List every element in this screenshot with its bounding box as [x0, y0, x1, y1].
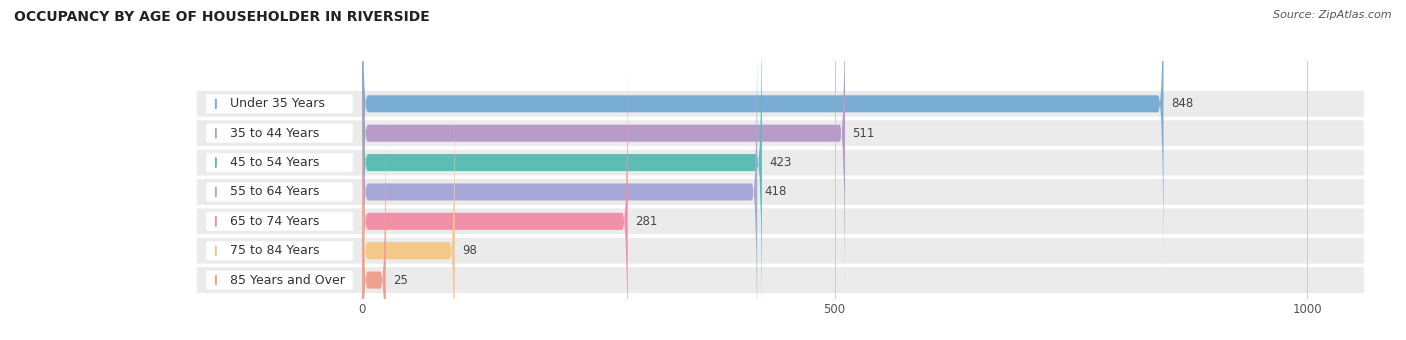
- FancyBboxPatch shape: [363, 24, 758, 340]
- FancyBboxPatch shape: [197, 120, 1364, 146]
- Text: 848: 848: [1171, 97, 1194, 110]
- FancyBboxPatch shape: [363, 112, 385, 340]
- FancyBboxPatch shape: [207, 183, 353, 201]
- Text: 423: 423: [769, 156, 792, 169]
- FancyBboxPatch shape: [207, 95, 353, 113]
- Text: 75 to 84 Years: 75 to 84 Years: [231, 244, 319, 257]
- FancyBboxPatch shape: [197, 179, 1364, 205]
- Text: Source: ZipAtlas.com: Source: ZipAtlas.com: [1274, 10, 1392, 20]
- FancyBboxPatch shape: [197, 91, 1364, 117]
- Text: 281: 281: [636, 215, 658, 228]
- Text: 35 to 44 Years: 35 to 44 Years: [231, 127, 319, 140]
- FancyBboxPatch shape: [207, 271, 353, 289]
- Text: Under 35 Years: Under 35 Years: [231, 97, 325, 110]
- FancyBboxPatch shape: [363, 0, 1164, 272]
- FancyBboxPatch shape: [197, 208, 1364, 234]
- Text: 45 to 54 Years: 45 to 54 Years: [231, 156, 319, 169]
- FancyBboxPatch shape: [197, 238, 1364, 264]
- Text: 85 Years and Over: 85 Years and Over: [231, 274, 344, 287]
- Text: 98: 98: [463, 244, 477, 257]
- FancyBboxPatch shape: [363, 0, 762, 330]
- FancyBboxPatch shape: [207, 124, 353, 142]
- FancyBboxPatch shape: [207, 153, 353, 172]
- FancyBboxPatch shape: [197, 267, 1364, 293]
- FancyBboxPatch shape: [363, 0, 845, 301]
- FancyBboxPatch shape: [363, 83, 454, 340]
- Text: OCCUPANCY BY AGE OF HOUSEHOLDER IN RIVERSIDE: OCCUPANCY BY AGE OF HOUSEHOLDER IN RIVER…: [14, 10, 430, 24]
- Text: 65 to 74 Years: 65 to 74 Years: [231, 215, 319, 228]
- Text: 511: 511: [852, 127, 875, 140]
- FancyBboxPatch shape: [363, 54, 627, 340]
- Text: 25: 25: [394, 274, 408, 287]
- FancyBboxPatch shape: [207, 241, 353, 260]
- FancyBboxPatch shape: [197, 150, 1364, 175]
- Text: 55 to 64 Years: 55 to 64 Years: [231, 185, 319, 199]
- Text: 418: 418: [765, 185, 787, 199]
- FancyBboxPatch shape: [207, 212, 353, 231]
